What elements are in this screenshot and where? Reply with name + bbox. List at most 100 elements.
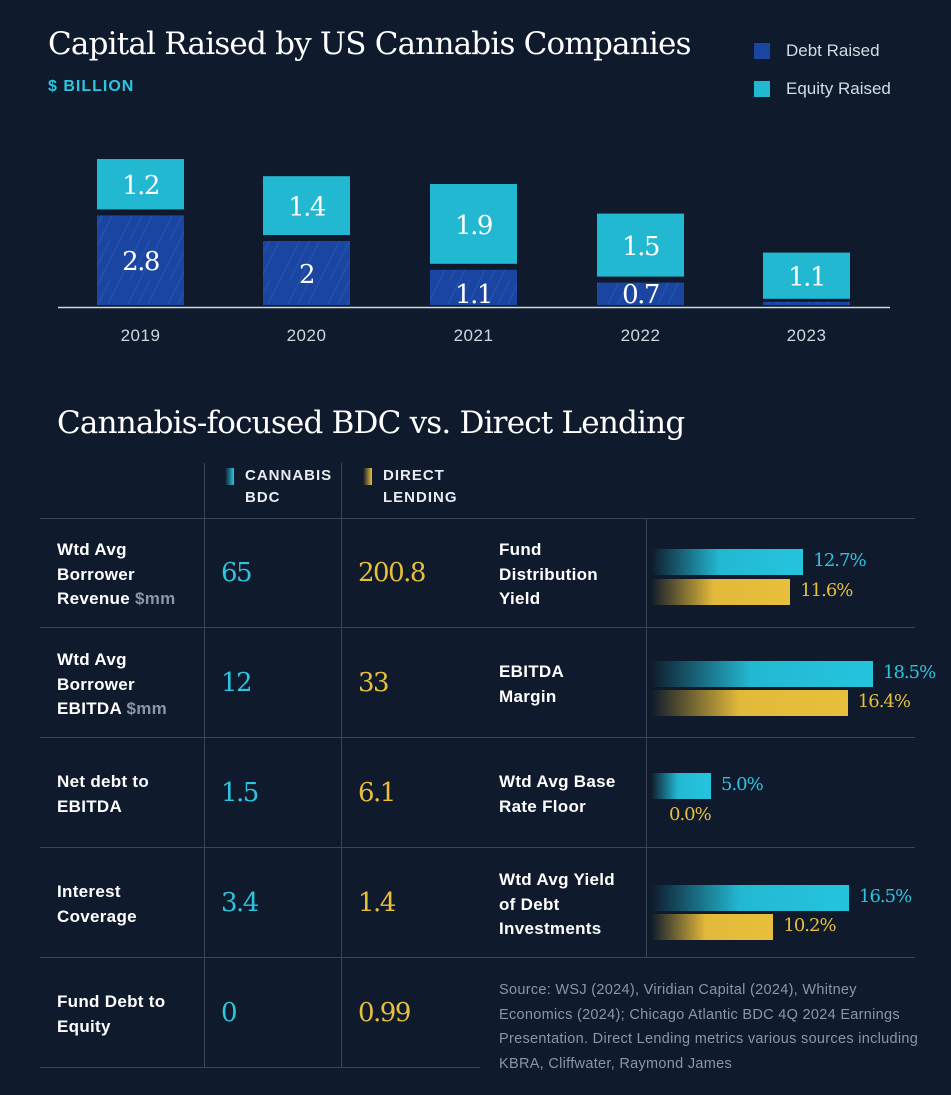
hbar-direct-lending	[651, 690, 848, 716]
legend-swatch-debt	[754, 43, 770, 59]
row-label-line: Wtd Avg	[57, 540, 127, 559]
metric-divider-h	[480, 518, 915, 519]
value-direct-lending: 6.1	[358, 778, 396, 808]
bar-debt-2020	[263, 241, 350, 305]
bar-label-debt: 2	[299, 260, 314, 290]
column-header-line: DIRECT	[383, 467, 445, 484]
bar-label-equity: 1.4	[288, 193, 326, 223]
bar-debt-2019	[97, 215, 184, 305]
value-cannabis-bdc: 0	[221, 998, 238, 1028]
hbar-label-direct-lending: 11.6%	[800, 580, 853, 601]
bar-label-debt: 0.7	[622, 280, 659, 310]
column-header-cannabis-bdc: CANNABIS BDC	[225, 465, 332, 509]
metric-label-line: of Debt	[499, 894, 560, 914]
x-tick-label: 2019	[121, 326, 161, 345]
row-label-line: Revenue	[57, 589, 135, 608]
legend-item-equity: Equity Raised	[754, 79, 891, 99]
hbar-label-direct-lending: 0.0%	[669, 804, 712, 825]
bar-label-equity: 1.5	[622, 232, 659, 262]
row-label-interest-coverage: Interest Coverage	[57, 880, 137, 929]
metric-label-line: Wtd Avg Base	[499, 772, 616, 791]
row-label-line: Interest	[57, 882, 121, 901]
bar-equity-2020	[263, 176, 350, 235]
stacked-bar-chart: 2.8 1.2 2019 2 1.4 2020 1.1 1.9 2021 0.7 1.5 2022 1.…	[58, 159, 890, 345]
row-divider	[40, 518, 480, 519]
metric-label-line: Yield	[499, 589, 541, 608]
bar-label-equity: 1.9	[455, 211, 492, 241]
row-label-line: Wtd Avg	[57, 650, 127, 669]
hbar-label-cannabis-bdc: 5.0%	[721, 774, 764, 795]
hbar-label-cannabis-bdc: 16.5%	[859, 886, 912, 907]
hbar-label-direct-lending: 16.4%	[857, 691, 911, 712]
metric-label-line: EBITDA	[499, 662, 565, 681]
row-divider	[40, 847, 480, 848]
value-cannabis-bdc: 3.4	[221, 888, 259, 918]
metric-label-distribution-yield: Fund Distribution Yield	[499, 538, 598, 612]
metric-label-line: Distribution	[499, 564, 598, 584]
bar-debt-2021	[430, 269, 517, 305]
bar-label-debt: 2.8	[122, 247, 159, 277]
metric-divider-h	[480, 737, 915, 738]
row-label-line: Equity	[57, 1016, 111, 1036]
metric-label-line: Wtd Avg Yield	[499, 870, 615, 889]
column-divider	[341, 463, 342, 1068]
hbar-cannabis-bdc	[651, 885, 849, 911]
bar-label-debt: 1.1	[455, 280, 492, 310]
metric-divider	[646, 518, 647, 958]
column-divider	[204, 463, 205, 1068]
bar-debt-2023	[763, 301, 850, 305]
column-header-line: LENDING	[383, 489, 458, 506]
metric-divider-h	[480, 627, 915, 628]
value-cannabis-bdc: 65	[221, 558, 253, 588]
row-label-line: Coverage	[57, 906, 137, 926]
hbar-direct-lending	[651, 914, 774, 940]
legend-label-debt: Debt Raised	[786, 41, 880, 60]
x-tick-label: 2023	[787, 326, 827, 345]
x-tick-label: 2021	[454, 326, 494, 345]
legend-swatch-equity	[754, 81, 770, 97]
x-tick-label: 2022	[621, 326, 661, 345]
value-direct-lending: 200.8	[358, 558, 426, 588]
hbar-cannabis-bdc	[651, 661, 873, 687]
cannabis-bdc-color-marker	[225, 468, 234, 485]
metric-label-ebitda-margin: EBITDA Margin	[499, 660, 564, 709]
value-direct-lending: 1.4	[358, 888, 396, 918]
metric-label-line: Fund	[499, 540, 542, 559]
metric-divider-h	[480, 847, 915, 848]
metric-label-line: Investments	[499, 919, 602, 938]
metric-divider-h	[480, 957, 915, 958]
hbar-direct-lending	[651, 579, 791, 605]
row-divider	[40, 737, 480, 738]
unit-label: $mm	[135, 589, 176, 608]
bar-equity-2019	[97, 159, 184, 210]
value-cannabis-bdc: 12	[221, 668, 253, 698]
metric-label-line: Margin	[499, 686, 557, 706]
row-label-borrower-revenue: Wtd Avg Borrower Revenue $mm	[57, 538, 176, 612]
row-label-line: Borrower	[57, 564, 135, 584]
column-header-line: BDC	[245, 489, 281, 506]
hbar-label-cannabis-bdc: 12.7%	[813, 550, 866, 571]
row-label-line: EBITDA	[57, 796, 123, 816]
value-direct-lending: 33	[358, 668, 390, 698]
row-label-net-debt: Net debt to EBITDA	[57, 770, 149, 819]
hbar-label-cannabis-bdc: 18.5%	[883, 662, 936, 683]
hbar-cannabis-bdc	[651, 549, 804, 575]
bar-equity-2022	[597, 213, 684, 277]
bar-label-equity: 1.2	[122, 171, 159, 201]
row-label-line: EBITDA	[57, 699, 127, 718]
row-divider	[40, 957, 480, 958]
hbar-label-direct-lending: 10.2%	[783, 915, 836, 936]
row-label-line: Net debt to	[57, 772, 150, 791]
direct-lending-color-marker	[363, 468, 372, 485]
chart-title: Capital Raised by US Cannabis Companies	[48, 26, 691, 62]
chart-subtitle: $ BILLION	[48, 78, 135, 95]
metric-label-yield-of-debt: Wtd Avg Yield of Debt Investments	[499, 868, 615, 942]
value-direct-lending: 0.99	[358, 998, 411, 1028]
metric-label-line: Rate Floor	[499, 796, 587, 816]
row-label-fund-debt-to-equity: Fund Debt to Equity	[57, 990, 165, 1039]
x-tick-label: 2020	[287, 326, 327, 345]
value-cannabis-bdc: 1.5	[221, 778, 259, 808]
unit-label: $mm	[126, 699, 168, 718]
bar-label-equity: 1.1	[788, 263, 825, 293]
row-divider	[40, 627, 480, 628]
